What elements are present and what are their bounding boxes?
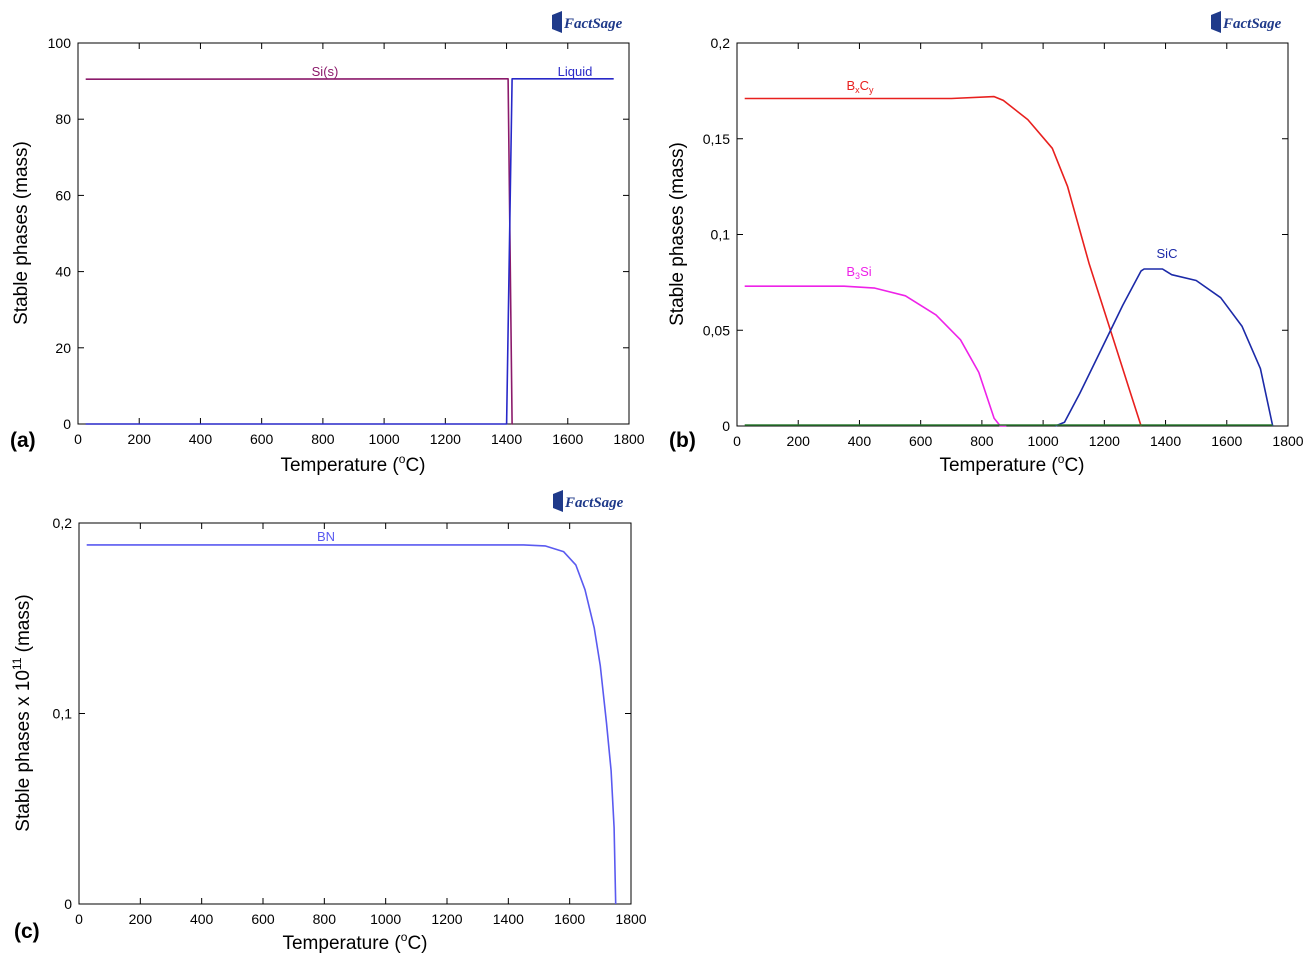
series-label-si-s: Si(s): [312, 64, 339, 79]
panel-label-b: (b): [669, 429, 696, 452]
factsage-logo-icon: [552, 11, 562, 33]
series-lines-a: [85, 78, 614, 425]
plot-frame-b: [736, 42, 1289, 427]
y-tick-label: 0,15: [703, 131, 730, 147]
x-tick-label: 400: [189, 431, 213, 447]
logo-text: FactSage: [1222, 16, 1282, 32]
panel-label-a: (a): [10, 429, 36, 452]
x-axis-label-c: Temperature (oC): [282, 930, 427, 954]
panel-a: FactSage 0 200 400 600 800 1000 1200 1400 1600 18…: [10, 11, 645, 476]
axis-ticks-a: 0 200 400 600 800 1000 1200 1400 1600 1800 0 20 40 60…: [48, 35, 645, 447]
x-tick-label: 600: [909, 433, 933, 449]
y-axis-label-a: Stable phases (mass): [11, 141, 32, 325]
logo-text: FactSage: [563, 16, 623, 32]
x-tick-label: 0: [733, 433, 741, 449]
x-tick-label: 1400: [491, 431, 522, 447]
axis-ticks-c: 0 200 400 600 800 1000 1200 1400 1600 1800 0 0,1 0,2: [53, 515, 647, 927]
panel-label-c: (c): [14, 920, 40, 943]
plot-frame-c: [78, 522, 632, 905]
series-label-b3si: B3Si: [846, 264, 871, 281]
series-lines-b: [744, 95, 1274, 427]
x-tick-label: 800: [313, 911, 337, 927]
y-tick-label: 0: [722, 418, 730, 434]
y-tick-label: 0: [63, 416, 71, 432]
x-tick-label: 1800: [613, 431, 644, 447]
x-tick-label: 600: [250, 431, 274, 447]
x-tick-label: 200: [787, 433, 811, 449]
y-tick-label: 0,2: [53, 515, 73, 531]
series-line-sic: [1055, 268, 1274, 427]
x-tick-label: 1200: [430, 431, 461, 447]
axis-ticks-b: 0 200 400 600 800 1000 1200 1400 1600 1800 0 0,05 0,…: [703, 35, 1304, 449]
series-line-liquid: [85, 78, 614, 425]
x-tick-label: 200: [129, 911, 153, 927]
series-line-bxcy: [744, 95, 1142, 427]
y-tick-label: 80: [55, 111, 71, 127]
factsage-logo-icon: [1211, 11, 1221, 33]
x-tick-label: 0: [75, 911, 83, 927]
y-tick-label: 60: [55, 187, 71, 203]
x-tick-label: 1800: [615, 911, 646, 927]
logo-text: FactSage: [564, 495, 624, 511]
panel-b: FactSage 0 200 400 600 800 1000 1200 1400 1600 18…: [667, 11, 1304, 476]
x-tick-label: 1600: [554, 911, 585, 927]
series-label-bxcy: BxCy: [846, 78, 874, 95]
x-axis-label-a: Temperature (oC): [280, 452, 425, 476]
x-tick-label: 400: [848, 433, 872, 449]
series-line-si-s-: [85, 78, 513, 425]
series-label-sic: SiC: [1157, 246, 1178, 261]
y-axis-label-c: Stable phases x 1011 (mass): [10, 594, 34, 831]
x-tick-label: 1400: [1150, 433, 1181, 449]
x-tick-label: 400: [190, 911, 214, 927]
x-axis-label-b: Temperature (oC): [939, 452, 1084, 476]
x-tick-label: 800: [970, 433, 994, 449]
y-tick-label: 0: [64, 896, 72, 912]
x-tick-label: 1600: [552, 431, 583, 447]
y-axis-label-b: Stable phases (mass): [667, 142, 688, 326]
y-tick-label: 0,1: [711, 227, 731, 243]
panel-c: FactSage 0 200 400 600 800 1000 1200 1400 1600 18…: [10, 490, 647, 954]
x-tick-label: 0: [74, 431, 82, 447]
x-tick-label: 600: [251, 911, 275, 927]
x-tick-label: 200: [128, 431, 152, 447]
factsage-logo-b: FactSage: [1211, 11, 1282, 33]
factsage-logo-icon: [553, 490, 563, 512]
series-label-liquid: Liquid: [558, 64, 593, 79]
x-tick-label: 1200: [1089, 433, 1120, 449]
x-tick-label: 1000: [1028, 433, 1059, 449]
x-tick-label: 1400: [493, 911, 524, 927]
x-tick-label: 1600: [1211, 433, 1242, 449]
x-tick-label: 1200: [431, 911, 462, 927]
y-tick-label: 40: [55, 264, 71, 280]
factsage-logo-a: FactSage: [552, 11, 623, 33]
factsage-logo-c: FactSage: [553, 490, 624, 512]
x-tick-label: 1000: [369, 431, 400, 447]
y-tick-label: 0,2: [711, 35, 731, 51]
series-label-bn: BN: [317, 529, 335, 544]
y-tick-label: 0,05: [703, 322, 730, 338]
x-tick-label: 1800: [1272, 433, 1303, 449]
y-tick-label: 100: [48, 35, 72, 51]
series-line-bn: [86, 544, 617, 905]
x-tick-label: 1000: [370, 911, 401, 927]
series-lines-c: [86, 544, 617, 905]
y-tick-label: 0,1: [53, 706, 73, 722]
plot-frame-a: [77, 42, 630, 425]
x-tick-label: 800: [311, 431, 335, 447]
series-line-b3si: [744, 285, 1007, 427]
y-tick-label: 20: [55, 340, 71, 356]
